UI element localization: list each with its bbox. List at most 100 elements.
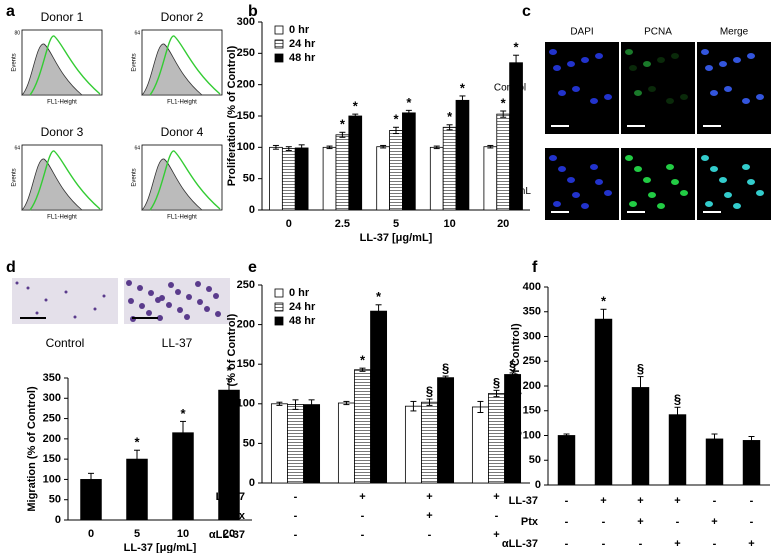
nucleus: [629, 201, 637, 207]
y-max: 64: [14, 145, 20, 151]
x-label: FL1-Height: [167, 100, 197, 106]
nucleus: [701, 155, 709, 161]
legend-label: 48 hr: [289, 52, 316, 64]
significance-marker: *: [360, 353, 366, 368]
nucleus: [590, 98, 598, 104]
condition-sign: +: [674, 495, 680, 507]
y-tick-label: 150: [237, 110, 255, 122]
bar: [402, 112, 416, 211]
y-axis-label: Migration (% of Control): [510, 323, 522, 449]
x-tick-label: 0: [286, 218, 292, 230]
legend-swatch: [274, 316, 284, 326]
x-tick-label: 0: [88, 528, 94, 540]
x-label: FL1-Height: [47, 215, 77, 221]
error-bar: [326, 145, 333, 150]
nucleus: [657, 57, 665, 63]
y-tick-label: 50: [529, 454, 541, 466]
nucleus: [742, 98, 750, 104]
cell: [177, 307, 183, 313]
y-tick-label: 350: [523, 306, 541, 318]
condition-sign: +: [493, 491, 499, 503]
bar: [294, 147, 309, 211]
bar: [594, 318, 613, 486]
bar: [429, 146, 444, 211]
bar: [287, 404, 304, 484]
cell: [148, 290, 154, 296]
legend-label: 24 hr: [289, 38, 316, 50]
error-bar: [134, 449, 140, 469]
error-bar: [375, 304, 382, 318]
y-tick-label: 0: [249, 204, 255, 216]
nucleus: [733, 203, 741, 209]
condition-sign: -: [565, 516, 569, 528]
y-tick-label: 100: [237, 398, 255, 410]
stained-histogram: [29, 150, 101, 211]
bar: [370, 310, 388, 484]
bar: [354, 369, 371, 484]
condition-sign: +: [359, 491, 365, 503]
bar: [668, 414, 687, 486]
plot-title: Donor 1: [41, 10, 84, 24]
y-tick-label: 300: [237, 16, 255, 28]
error-bar: [405, 109, 412, 116]
condition-sign: +: [637, 516, 643, 528]
panel-letter: d: [6, 259, 16, 276]
condition-sign: -: [676, 516, 680, 528]
error-bar: [487, 144, 494, 149]
bar: [404, 405, 422, 484]
significance-marker: *: [393, 112, 399, 127]
x-axis-label: LL-37 [μg/mL]: [124, 542, 197, 553]
condition-label: αLL-37: [502, 538, 538, 550]
error-bar: [711, 433, 718, 445]
y-tick-label: 50: [243, 173, 255, 185]
x-label: FL1-Height: [167, 215, 197, 221]
cell: [126, 280, 132, 286]
bar: [455, 99, 470, 211]
cell: [168, 282, 174, 288]
condition-sign: +: [426, 510, 432, 522]
x-tick-label: 20: [497, 218, 509, 230]
bar: [269, 146, 283, 211]
micrograph: [697, 42, 771, 134]
significance-marker: *: [460, 80, 466, 95]
significance-marker: §: [674, 392, 681, 407]
bar: [421, 401, 438, 484]
bar: [705, 438, 724, 486]
condition-sign: -: [565, 538, 569, 550]
error-bar: [426, 398, 433, 406]
x-tick-label: 10: [443, 218, 455, 230]
bar: [557, 435, 576, 486]
cell: [204, 306, 210, 312]
isotype-histogram: [141, 43, 204, 96]
nucleus: [558, 166, 566, 172]
error-bar: [446, 124, 453, 131]
nucleus: [705, 201, 713, 207]
micrograph: [545, 148, 619, 220]
condition-sign: +: [600, 495, 606, 507]
y-tick-label: 100: [523, 429, 541, 441]
x-tick-label: 5: [393, 218, 399, 230]
nucleus: [625, 49, 633, 55]
stained-histogram: [29, 35, 101, 96]
y-max: 80: [14, 30, 20, 36]
panel-letter: b: [248, 3, 258, 20]
isotype-histogram: [141, 158, 204, 211]
condition-sign: -: [565, 495, 569, 507]
image-label: Control: [46, 336, 85, 350]
legend-label: 24 hr: [289, 301, 316, 313]
y-tick-label: 50: [49, 494, 61, 506]
cell: [128, 298, 134, 304]
error-bar: [410, 400, 417, 412]
nucleus: [719, 61, 727, 67]
legend-swatch: [274, 39, 284, 49]
error-bar: [343, 400, 350, 406]
error-bar: [509, 372, 516, 377]
micrograph: [697, 148, 771, 220]
column-label: Merge: [720, 27, 749, 38]
y-tick-label: 200: [43, 433, 61, 445]
nucleus: [710, 90, 718, 96]
nucleus: [666, 164, 674, 170]
condition-sign: -: [428, 529, 432, 541]
cell: [197, 299, 203, 305]
bar: [631, 387, 650, 486]
